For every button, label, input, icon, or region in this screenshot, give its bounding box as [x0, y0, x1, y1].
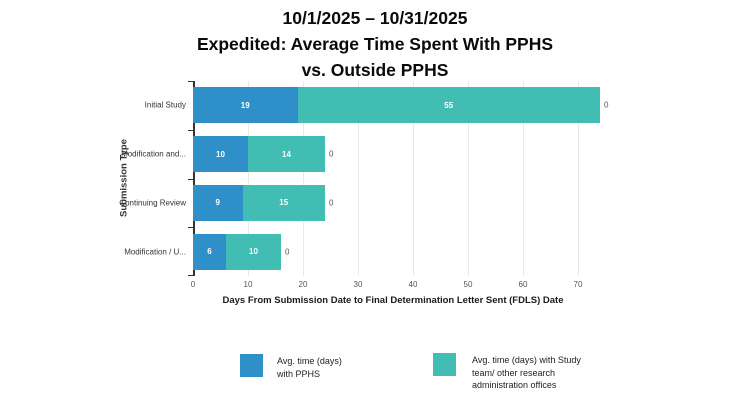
x-axis-title: Days From Submission Date to Final Deter…	[222, 295, 564, 306]
bar-value-label: 10	[249, 247, 258, 257]
bar-segment-pphs-row-3[interactable]: 6	[193, 233, 226, 270]
gridline-x-50	[468, 81, 469, 276]
legend-label-outside-pphs: Avg. time (days) with Study team/ other …	[472, 355, 581, 390]
x-tick-label-50: 50	[463, 280, 473, 289]
y-axis-tick	[188, 227, 193, 229]
category-label-row-3: Modification / U...	[124, 247, 186, 257]
bar-end-label-row-0: 0	[604, 100, 609, 110]
gridline-x-40	[413, 81, 414, 276]
x-tick-label-10: 10	[243, 280, 253, 289]
bar-segment-outside-pphs-row-0[interactable]: 55	[297, 87, 600, 124]
plot-area: 19 55 0 10 14 0 9 15 0 6 10 0	[188, 81, 633, 276]
chart-title-line-3: vs. Outside PPHS	[301, 60, 449, 80]
bar-segment-pphs-row-0[interactable]: 19	[193, 87, 298, 124]
legend-label-pphs: Avg. time (days) with PPHS	[277, 356, 342, 379]
y-axis-line	[193, 81, 195, 276]
gridline-x-20	[303, 81, 304, 276]
bar-value-label: 6	[207, 247, 212, 257]
bar-segment-outside-pphs-row-3[interactable]: 10	[226, 233, 281, 270]
x-tick-label-40: 40	[408, 280, 418, 289]
bar-value-label: 15	[279, 198, 289, 208]
legend-item-outside-pphs[interactable]: Avg. time (days) with Study team/ other …	[433, 353, 581, 392]
y-axis-tick	[188, 178, 193, 180]
bar-value-label: 9	[215, 198, 220, 208]
gridline-x-10	[248, 81, 249, 276]
bar-segment-outside-pphs-row-2[interactable]: 15	[242, 184, 325, 221]
legend-swatch-outside-pphs	[433, 353, 456, 376]
gridline-x-30	[358, 81, 359, 276]
category-label-row-2: Continuing Review	[119, 198, 186, 208]
bar-value-label: 10	[216, 149, 225, 159]
x-tick-label-70: 70	[573, 280, 583, 289]
legend-item-pphs[interactable]: Avg. time (days) with PPHS	[240, 354, 342, 380]
chart-title-line-2: Expedited: Average Time Spent With PPHS	[196, 34, 554, 54]
legend-swatch-pphs	[240, 354, 263, 377]
bar-value-label: 19	[240, 100, 250, 110]
category-label-row-0: Initial Study	[144, 100, 186, 110]
bar-value-label: 14	[282, 149, 291, 159]
bar-segment-pphs-row-2[interactable]: 9	[193, 184, 243, 221]
chart-title-line-1: 10/1/2025 – 10/31/2025	[282, 8, 468, 28]
y-axis-tick	[188, 129, 193, 131]
bar-value-label: 55	[444, 100, 454, 110]
x-tick-label-20: 20	[298, 280, 308, 289]
bar-end-label-row-3: 0	[285, 247, 290, 257]
y-axis-tick	[188, 81, 193, 82]
y-axis-category-labels: Initial Study Modification and... Continui…	[0, 81, 186, 276]
gridline-x-60	[523, 81, 524, 276]
chart-title: 10/1/2025 – 10/31/2025 Expedited: Averag…	[0, 5, 750, 83]
x-axis-tick-labels: 0 10 20 30 40 50 60 70	[190, 280, 633, 292]
gridline-x-70	[578, 81, 579, 276]
x-tick-label-0: 0	[190, 280, 196, 289]
category-label-row-1: Modification and...	[121, 149, 186, 159]
legend: Avg. time (days) with PPHS Avg. time (da…	[0, 350, 750, 398]
x-tick-label-30: 30	[353, 280, 363, 289]
bar-segment-outside-pphs-row-1[interactable]: 14	[248, 136, 325, 173]
bar-end-label-row-2: 0	[329, 198, 334, 208]
bar-segment-pphs-row-1[interactable]: 10	[193, 136, 248, 173]
y-axis-tick	[188, 275, 193, 276]
bar-end-label-row-1: 0	[329, 149, 334, 159]
x-tick-label-60: 60	[518, 280, 528, 289]
